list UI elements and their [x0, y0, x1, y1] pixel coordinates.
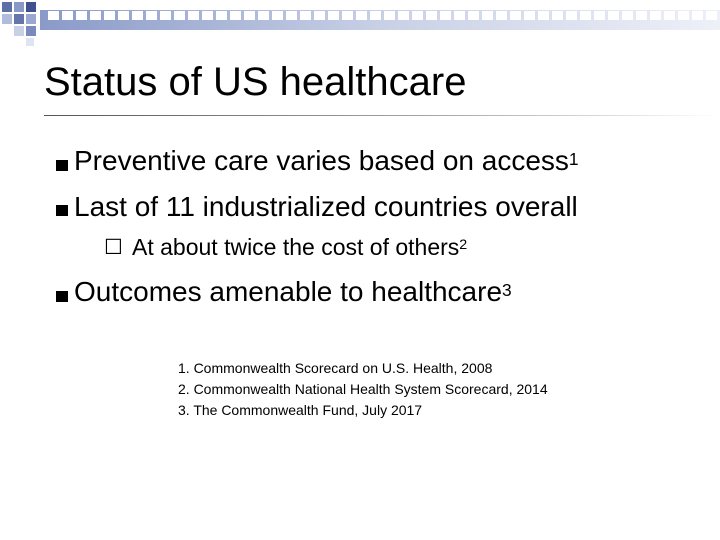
bullet-outcomes: Outcomes amenable to healthcare3	[74, 275, 512, 309]
bullet-preventive-care: Preventive care varies based on access1	[74, 144, 579, 178]
references-list: 1. Commonwealth Scorecard on U.S. Health…	[178, 358, 548, 421]
footnote-marker: 2	[459, 237, 468, 253]
reference-item: 1. Commonwealth Scorecard on U.S. Health…	[178, 360, 493, 376]
footnote-marker: 1	[568, 149, 579, 169]
bullet-square-icon	[56, 205, 68, 216]
bullet-square-icon	[56, 291, 68, 302]
reference-item: 3. The Commonwealth Fund, July 2017	[178, 402, 423, 418]
bullet-text: Outcomes amenable to healthcare	[74, 276, 503, 307]
bullet-square-icon	[56, 160, 68, 171]
sub-bullet-text: At about twice the cost of others	[132, 234, 460, 260]
bullet-text: Preventive care varies based on access	[74, 145, 569, 176]
decorative-header-squares	[2, 2, 720, 46]
bullet-text: Last of 11 industrialized countries over…	[74, 191, 578, 222]
sub-bullet-cost: At about twice the cost of others2	[132, 232, 467, 262]
checkbox-bullet-icon: ☐	[104, 236, 123, 259]
reference-item: 2. Commonwealth National Health System S…	[178, 381, 548, 397]
title-divider	[44, 115, 720, 116]
slide-title: Status of US healthcare	[44, 60, 467, 104]
footnote-marker: 3	[502, 280, 512, 300]
bullet-ranking: Last of 11 industrialized countries over…	[74, 190, 578, 224]
